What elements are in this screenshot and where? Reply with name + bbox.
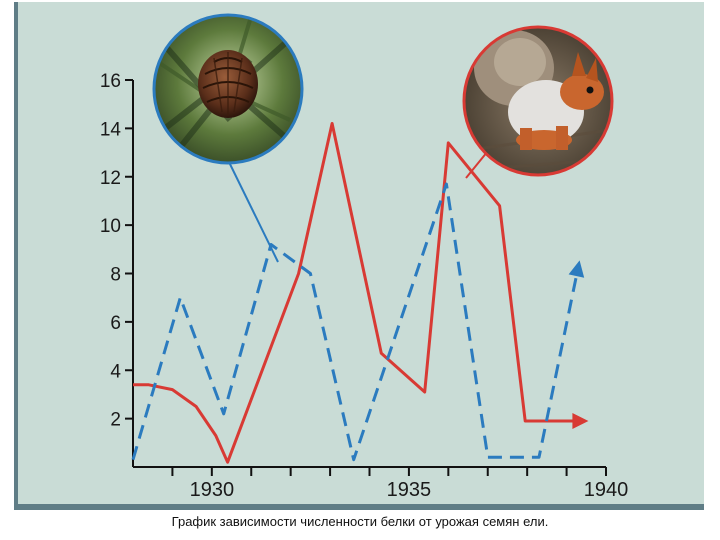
spruce-seed-crop-line bbox=[131, 182, 580, 462]
y-tick-label: 14 bbox=[100, 119, 122, 140]
squirrel-population-arrowhead bbox=[572, 413, 589, 429]
photo-connectors bbox=[227, 145, 493, 263]
y-axis-ticks: 2 4 6 8 10 12 14 16 bbox=[100, 71, 133, 431]
y-tick-label: 12 bbox=[100, 168, 121, 189]
chart-caption: График зависимости численности белки от … bbox=[171, 514, 549, 529]
spruce-seed-crop-arrowhead bbox=[568, 260, 585, 278]
x-axis-ticks: 1930 1935 1940 bbox=[171, 467, 629, 501]
red-squirrel-photo bbox=[462, 25, 614, 177]
x-tick-label: 1930 bbox=[190, 479, 235, 501]
y-tick-label: 4 bbox=[110, 361, 121, 382]
spruce-cone-photo bbox=[152, 13, 304, 165]
y-tick-label: 6 bbox=[110, 313, 121, 334]
squirrel-population-line bbox=[133, 122, 583, 464]
y-tick-label: 16 bbox=[100, 71, 121, 92]
y-tick-label: 8 bbox=[110, 265, 121, 286]
x-tick-label: 1935 bbox=[387, 479, 432, 501]
y-tick-label: 2 bbox=[110, 410, 121, 431]
x-tick-label: 1940 bbox=[584, 479, 629, 501]
y-tick-label: 10 bbox=[100, 216, 121, 237]
series-layer bbox=[131, 122, 589, 464]
